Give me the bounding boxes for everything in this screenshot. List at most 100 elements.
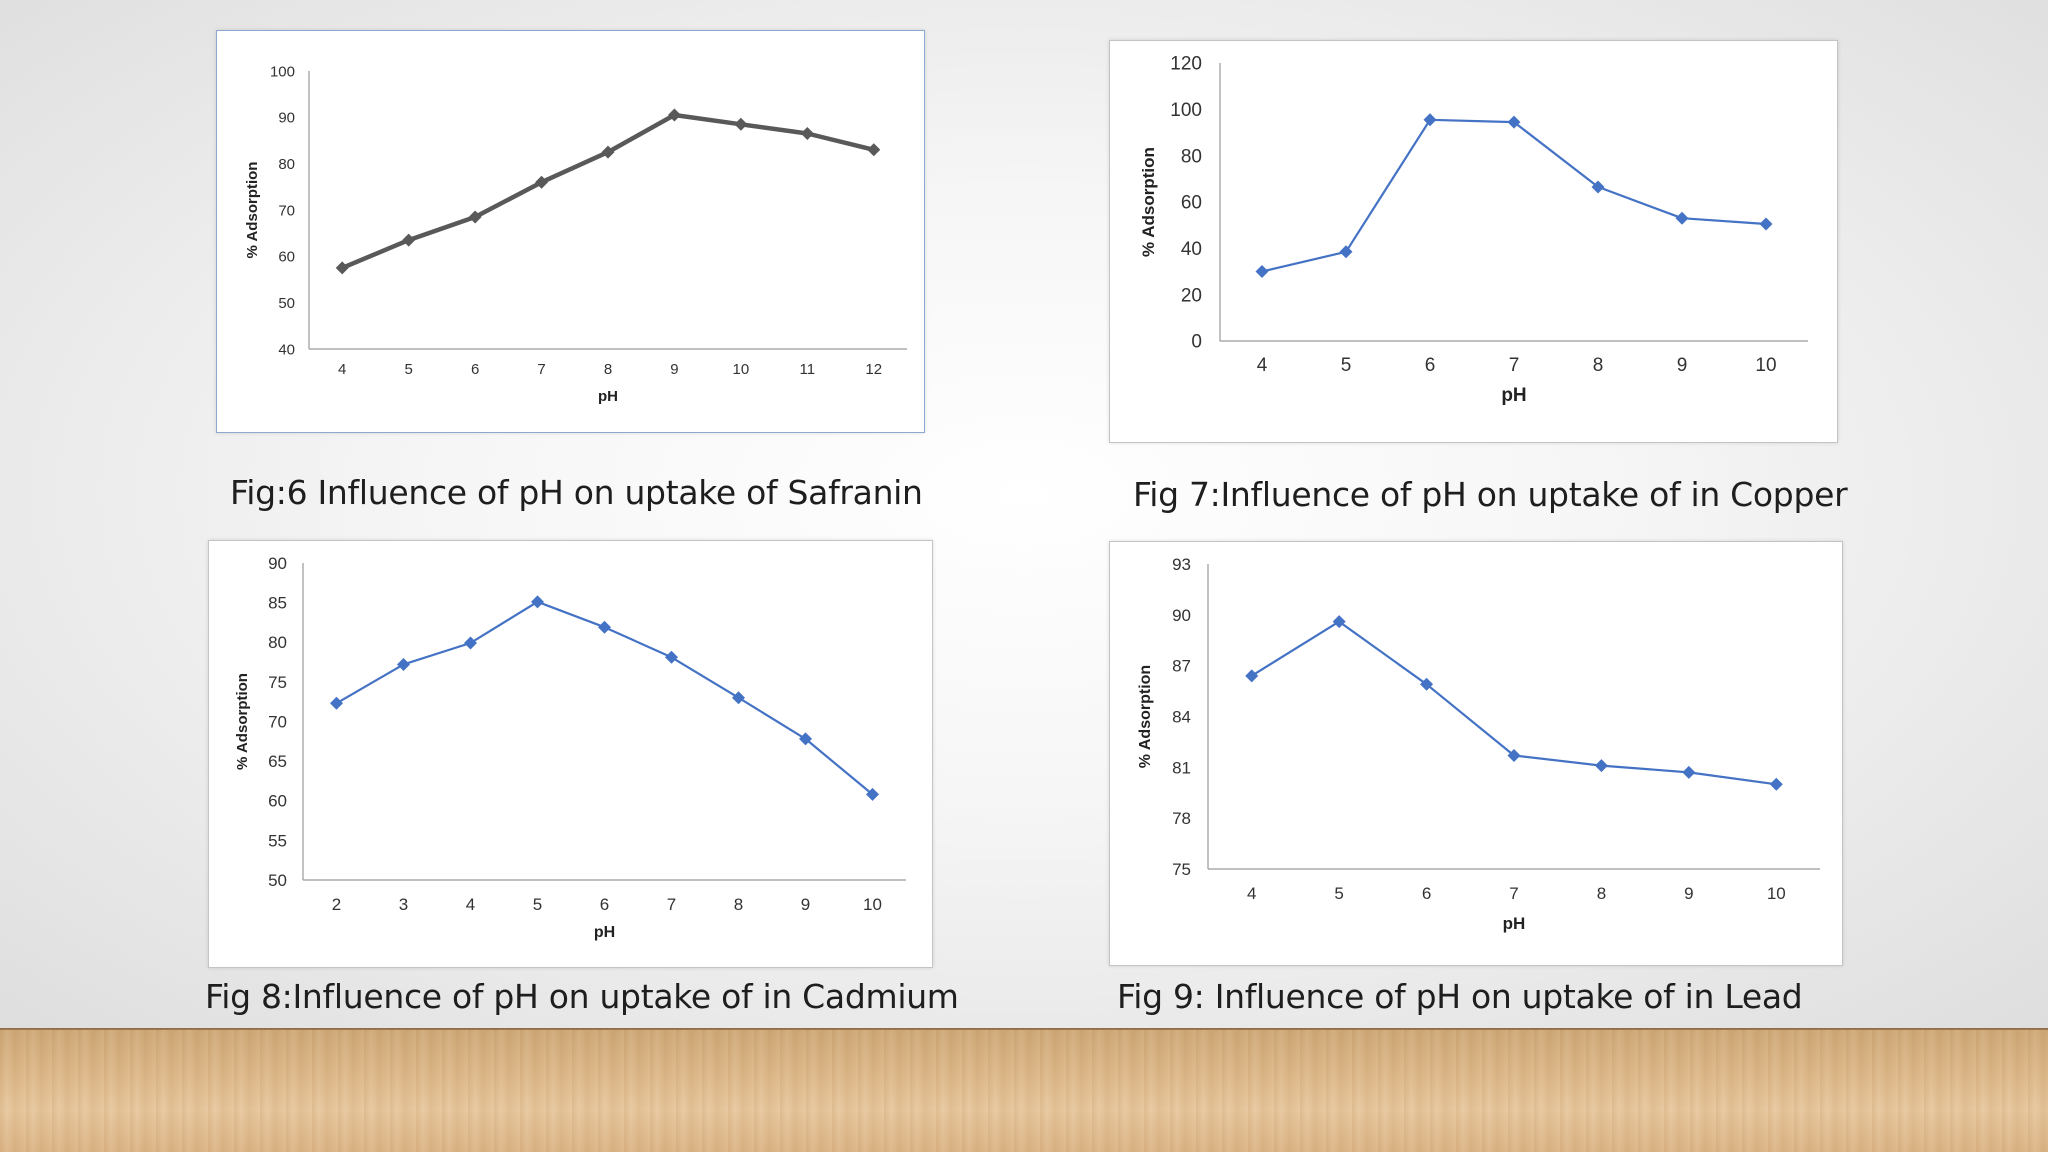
x-axis-title: pH <box>1501 385 1526 406</box>
x-tick-label: 8 <box>1593 355 1604 376</box>
x-tick-label: 8 <box>734 895 743 914</box>
data-point-marker <box>335 261 349 275</box>
x-tick-label: 6 <box>471 361 479 378</box>
y-tick-label: 80 <box>1181 146 1202 167</box>
y-tick-label: 75 <box>268 673 287 692</box>
x-tick-label: 10 <box>863 895 882 914</box>
data-point-marker <box>1682 765 1696 779</box>
x-tick-label: 8 <box>1597 884 1606 903</box>
y-tick-label: 87 <box>1172 657 1191 676</box>
y-tick-label: 93 <box>1172 555 1191 574</box>
x-axis-title: pH <box>594 924 615 941</box>
data-point-marker <box>1507 115 1521 129</box>
x-tick-label: 3 <box>399 895 408 914</box>
y-tick-label: 90 <box>1172 606 1191 625</box>
y-tick-label: 0 <box>1191 332 1202 353</box>
y-tick-label: 75 <box>1172 860 1191 879</box>
y-axis-title: % Adsorption <box>1139 147 1158 257</box>
y-tick-label: 40 <box>1181 239 1202 260</box>
y-tick-label: 55 <box>268 831 287 850</box>
x-tick-label: 7 <box>667 895 676 914</box>
data-point-marker <box>1245 669 1259 683</box>
series-line <box>1261 118 1767 273</box>
x-tick-label: 6 <box>1425 355 1436 376</box>
data-point-marker <box>665 650 678 664</box>
data-point-marker <box>1507 748 1521 762</box>
data-point-marker <box>535 175 549 189</box>
x-tick-label: 5 <box>1341 355 1352 376</box>
y-axis-title: % Adsorption <box>244 162 261 259</box>
y-tick-label: 70 <box>268 712 287 731</box>
y-tick-label: 70 <box>278 202 295 219</box>
data-point-marker <box>330 696 343 710</box>
chart-fig7: 0 20 40 60 80 100 120 4 5 6 7 8 9 10 pH % Adsorption <box>1139 54 1808 406</box>
y-tick-label: 65 <box>268 752 287 771</box>
y-tick-label: 90 <box>278 110 295 127</box>
data-point-marker <box>732 691 745 705</box>
chart-panel-fig7: 0 20 40 60 80 100 120 4 5 6 7 8 9 10 pH % Adsorption <box>1109 40 1838 443</box>
data-point-marker <box>867 143 881 157</box>
data-point-marker <box>1769 777 1783 791</box>
x-tick-label: 10 <box>1767 884 1786 903</box>
data-point-marker <box>1423 113 1437 127</box>
data-point-marker <box>468 210 482 224</box>
x-tick-label: 8 <box>604 361 612 378</box>
y-axis-title: % Adsorption <box>234 673 251 770</box>
y-tick-label: 90 <box>268 554 287 573</box>
y-tick-label: 100 <box>1170 100 1202 121</box>
data-point-marker <box>1255 265 1269 278</box>
x-tick-label: 5 <box>533 895 542 914</box>
data-point-marker <box>1675 211 1689 225</box>
data-point-marker <box>1420 677 1434 691</box>
x-tick-label: 9 <box>670 361 678 378</box>
x-tick-label: 4 <box>1247 884 1256 903</box>
data-point-marker <box>402 233 416 247</box>
x-tick-label: 12 <box>865 361 882 378</box>
data-point-marker <box>1339 245 1353 259</box>
x-tick-label: 7 <box>537 361 545 378</box>
x-axis-title: pH <box>1503 914 1526 933</box>
y-tick-label: 100 <box>270 63 295 80</box>
x-tick-label: 7 <box>1509 355 1520 376</box>
x-tick-label: 10 <box>733 361 750 378</box>
y-tick-label: 78 <box>1172 809 1191 828</box>
y-tick-label: 120 <box>1170 54 1202 75</box>
data-point-marker <box>734 117 748 131</box>
y-tick-label: 84 <box>1172 707 1191 726</box>
x-tick-label: 10 <box>1755 355 1776 376</box>
x-tick-label: 6 <box>600 895 609 914</box>
x-tick-label: 9 <box>1677 355 1688 376</box>
data-point-marker <box>866 787 879 801</box>
data-point-marker <box>601 145 615 159</box>
data-point-marker <box>531 595 544 609</box>
y-tick-label: 81 <box>1172 758 1191 777</box>
x-tick-label: 6 <box>1422 884 1431 903</box>
y-tick-label: 20 <box>1181 285 1202 306</box>
y-tick-label: 85 <box>268 594 287 613</box>
x-tick-label: 5 <box>404 361 412 378</box>
data-point-marker <box>397 657 410 671</box>
y-tick-label: 40 <box>278 341 295 358</box>
x-tick-label: 4 <box>466 895 475 914</box>
data-point-marker <box>1591 180 1605 194</box>
data-point-marker <box>464 636 477 650</box>
y-tick-label: 50 <box>268 871 287 890</box>
x-tick-label: 7 <box>1509 884 1518 903</box>
x-tick-label: 9 <box>801 895 810 914</box>
x-axis-title: pH <box>598 388 618 405</box>
y-tick-label: 80 <box>278 156 295 173</box>
data-point-marker <box>1594 759 1608 773</box>
data-point-marker <box>1332 615 1346 629</box>
data-point-marker <box>800 127 814 141</box>
y-tick-label: 60 <box>1181 193 1202 214</box>
x-tick-label: 2 <box>332 895 341 914</box>
data-point-marker <box>799 732 812 746</box>
x-tick-label: 5 <box>1334 884 1343 903</box>
series-line <box>341 112 875 270</box>
chart-panel-fig8: 50 55 60 65 70 75 80 85 90 2 3 4 5 6 7 8 9 10 pH % Adsorpti… <box>208 540 933 968</box>
chart-fig6: 40 50 60 70 80 90 100 4 5 6 7 8 9 10 11 12 pH % Adsorptio… <box>244 63 907 405</box>
x-tick-label: 9 <box>1684 884 1693 903</box>
y-tick-label: 60 <box>268 792 287 811</box>
data-point-marker <box>1759 217 1773 231</box>
